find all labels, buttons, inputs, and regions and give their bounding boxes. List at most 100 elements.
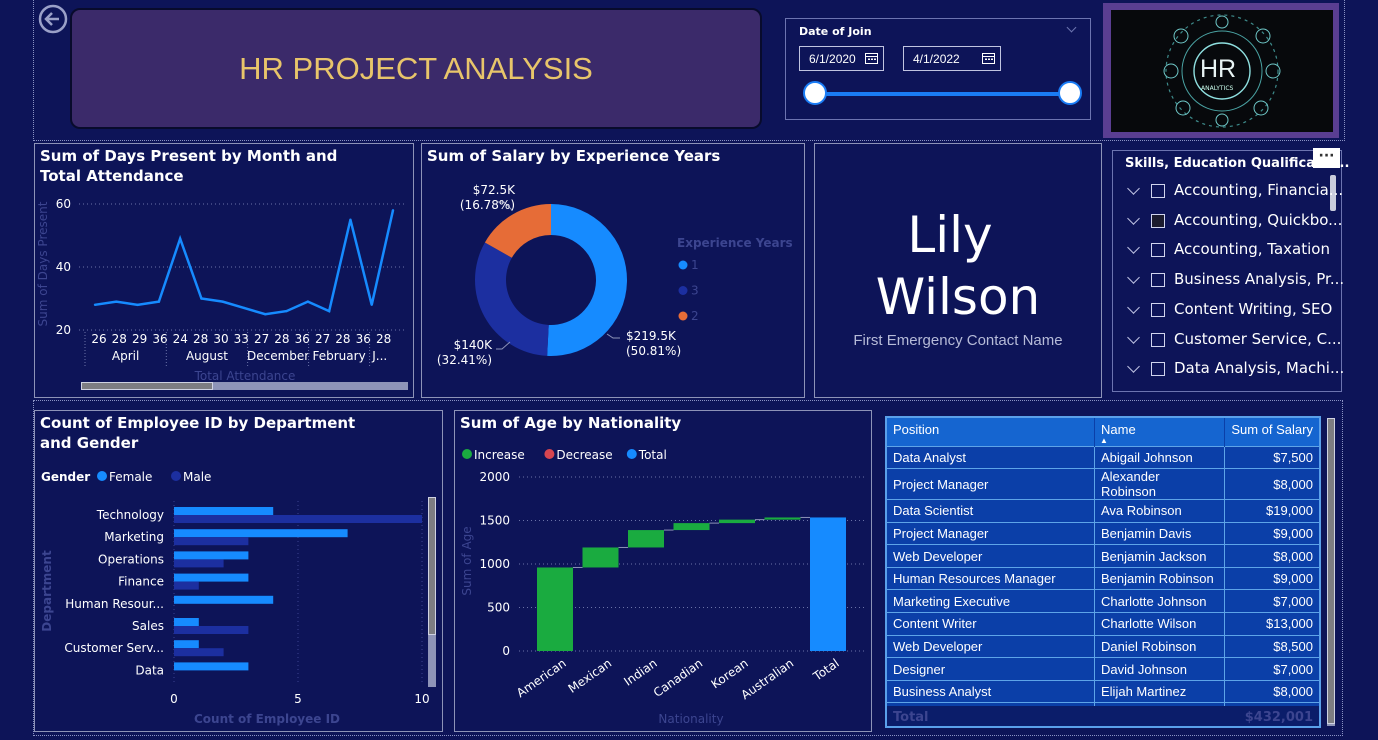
checkbox[interactable] — [1151, 332, 1165, 347]
slicer-item[interactable]: Data Analysis, Machi... — [1113, 359, 1344, 385]
checkbox[interactable] — [1151, 184, 1165, 198]
y-tick-label: 1500 — [479, 514, 510, 528]
checkbox[interactable] — [1151, 243, 1165, 258]
date-range-end-handle[interactable] — [1058, 81, 1082, 105]
x-tick-label: 36 — [356, 332, 371, 346]
name-cell: Ava Robinson — [1094, 499, 1225, 523]
leader-line — [496, 341, 511, 350]
chevron-down-icon[interactable] — [1127, 271, 1140, 284]
x-tick-label: 29 — [132, 332, 147, 346]
table-row[interactable]: Content Writer Charlotte Wilson $13,000 — [887, 612, 1319, 636]
slicer-item[interactable]: Content Writing, SEO — [1113, 300, 1333, 326]
salary-cell: $9,000 — [1224, 566, 1319, 590]
slicer-item[interactable]: Business Analysis, Pr... — [1113, 270, 1344, 296]
table-row[interactable]: Project Manager Benjamin Davis $9,000 — [887, 521, 1319, 545]
header-region-frame — [33, 0, 1345, 141]
name-cell: Benjamin Jackson — [1094, 544, 1225, 568]
legend-marker — [678, 311, 688, 321]
date-range-start-handle[interactable] — [803, 81, 827, 105]
checkbox[interactable] — [1151, 273, 1165, 288]
table-row[interactable]: Data Scientist Ava Robinson $19,000 — [887, 499, 1319, 523]
position-cell: Human Resources Manager — [887, 566, 1095, 590]
checkbox[interactable] — [1151, 302, 1165, 317]
calendar-icon[interactable] — [982, 52, 995, 64]
legend-label: 3 — [691, 284, 699, 298]
table-row[interactable]: Business Analyst Elijah Martinez $8,000 — [887, 679, 1319, 703]
chevron-down-icon[interactable] — [1127, 360, 1140, 374]
chevron-down-icon[interactable] — [1127, 241, 1140, 255]
salary-donut-chart: Sum of Salary by Experience Years $219.5… — [421, 143, 805, 398]
x-tick-label: 33 — [234, 332, 249, 346]
slicer-item[interactable]: Accounting, Taxation — [1113, 240, 1333, 266]
x-tick-label: 27 — [315, 332, 330, 346]
legend-title: Gender — [41, 470, 90, 484]
slice-pct-label: (16.78%) — [460, 198, 515, 212]
end-date-input[interactable]: 4/1/2022 — [903, 46, 1001, 71]
salary-cell: $8,500 — [1224, 634, 1319, 658]
data-point — [306, 300, 310, 303]
chevron-down-icon[interactable] — [1127, 330, 1140, 344]
calendar-icon[interactable] — [865, 52, 878, 64]
table-row[interactable]: Project Manager Alexander Robinson $8,000 — [887, 468, 1319, 500]
legend-label: Decrease — [556, 448, 612, 462]
category-label: Operations — [98, 552, 164, 566]
x-tick-label: 27 — [254, 332, 269, 346]
x-tick-label: Indian — [621, 656, 659, 689]
x-tick-label: 28 — [193, 332, 208, 346]
column-header-position[interactable]: Position — [887, 418, 1095, 446]
slicer-item[interactable]: Customer Service, C... — [1113, 330, 1341, 356]
x-tick-label: Mexican — [566, 656, 615, 696]
column-header-name[interactable]: Name ▲ — [1094, 418, 1225, 446]
scrollbar-thumb[interactable] — [428, 497, 436, 635]
table-row[interactable]: Web Developer Daniel Robinson $8,500 — [887, 634, 1319, 658]
chevron-down-icon[interactable] — [1066, 22, 1077, 33]
more-options-icon[interactable]: ··· — [1313, 148, 1340, 168]
slice-value-label: $72.5K — [473, 183, 516, 197]
table-row[interactable]: Designer David Johnson $7,000 — [887, 657, 1319, 681]
x-tick-label: 28 — [112, 332, 127, 346]
y-tick-label: 60 — [56, 197, 71, 211]
table-row[interactable]: Human Resources Manager Benjamin Robinson… — [887, 566, 1319, 590]
x-tick-label: 28 — [335, 332, 350, 346]
data-point — [264, 313, 267, 316]
checkbox[interactable] — [1151, 362, 1165, 377]
scrollbar-thumb[interactable] — [1327, 418, 1335, 724]
start-date-input[interactable]: 6/1/2020 — [799, 46, 884, 71]
x-tick-label: 5 — [294, 692, 302, 706]
chevron-down-icon[interactable] — [1127, 300, 1140, 314]
name-cell: Benjamin Robinson — [1094, 566, 1225, 590]
column-header-salary[interactable]: Sum of Salary — [1231, 422, 1313, 437]
chevron-down-icon[interactable] — [1127, 211, 1140, 225]
table-row[interactable]: Data Analyst Abigail Johnson $7,500 — [887, 445, 1319, 469]
table-row[interactable]: Marketing Executive Charlotte Johnson $7,0… — [887, 589, 1319, 613]
back-button[interactable] — [38, 4, 68, 34]
vertical-scrollbar[interactable] — [1330, 175, 1336, 211]
legend-marker — [626, 449, 637, 459]
x-group-label: December — [247, 349, 309, 363]
slicer-item[interactable]: Accounting, Quickbo... — [1113, 211, 1342, 237]
donut-plot: $219.5K(50.81%) $140K(32.41%) $72.5K(16.78… — [437, 183, 793, 367]
y-axis-title: Sum of Age — [460, 526, 474, 595]
chevron-down-icon[interactable] — [1127, 182, 1140, 195]
checkbox[interactable] — [1151, 213, 1165, 228]
slicer-item[interactable]: Accounting, Financia... — [1113, 181, 1343, 207]
name-cell: Benjamin Davis — [1094, 521, 1225, 545]
date-slicer-label: Date of Join — [799, 25, 872, 38]
y-tick-label: 1000 — [479, 557, 510, 571]
vertical-scrollbar[interactable] — [428, 497, 436, 687]
horizontal-scrollbar[interactable] — [81, 382, 408, 390]
vertical-scrollbar[interactable] — [1327, 418, 1335, 726]
department-bar-chart: Count of Employee ID by Department and G… — [34, 410, 443, 732]
date-range-track[interactable] — [816, 92, 1070, 96]
position-cell: Project Manager — [887, 468, 1095, 500]
table-row[interactable]: Web Developer Benjamin Jackson $8,000 — [887, 544, 1319, 568]
attendance-line — [94, 210, 395, 316]
y-tick-label: 0 — [502, 644, 510, 658]
waterfall-bar — [582, 547, 619, 568]
name-cell: David Johnson — [1094, 657, 1225, 681]
age-waterfall-chart: Sum of Age by Nationality Increase Decrea… — [454, 410, 872, 732]
legend-marker — [678, 286, 688, 295]
position-cell: Project Manager — [887, 521, 1095, 545]
scrollbar-thumb[interactable] — [81, 382, 213, 390]
y-tick-label: 500 — [487, 601, 510, 615]
